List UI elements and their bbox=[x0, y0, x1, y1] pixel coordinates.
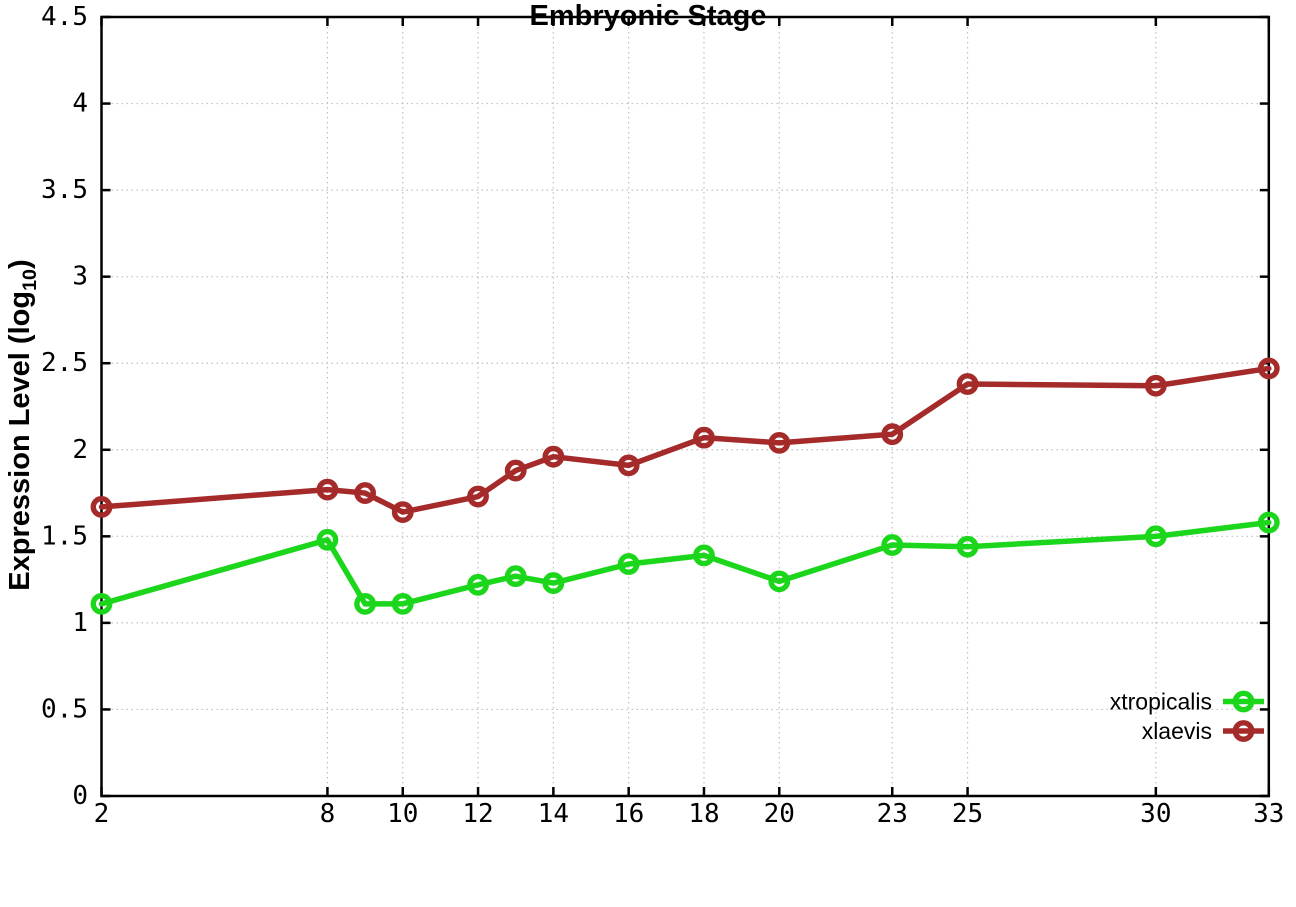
x-tick-label: 23 bbox=[877, 799, 908, 829]
data-point-xlaevis bbox=[1144, 374, 1167, 397]
y-axis-title: Expression Level (log10) bbox=[4, 175, 44, 675]
y-tick-label: 2.5 bbox=[41, 348, 88, 378]
legend-label-xtropicalis: xtropicalis bbox=[1110, 689, 1212, 715]
legend-label-xlaevis: xlaevis bbox=[1142, 718, 1212, 744]
x-tick-label: 10 bbox=[387, 799, 418, 829]
x-axis-title: Embryonic Stage bbox=[529, 0, 767, 32]
data-point-xtropicalis bbox=[768, 570, 791, 593]
plot-border bbox=[100, 15, 1271, 798]
y-tick-label: 4 bbox=[72, 89, 88, 119]
legend-sample-marker-xtropicalis bbox=[1232, 690, 1255, 713]
y-axis-title-suffix: ) bbox=[4, 259, 36, 269]
data-point-xlaevis bbox=[391, 501, 414, 523]
legend-sample-marker-xlaevis bbox=[1232, 720, 1255, 742]
series-line-xlaevis bbox=[98, 365, 1272, 515]
x-tick-label: 14 bbox=[538, 799, 569, 829]
y-tick-label: 0 bbox=[72, 781, 88, 811]
y-tick-label: 3 bbox=[72, 262, 88, 292]
y-tick-label: 0.5 bbox=[41, 694, 88, 724]
x-tick-label: 33 bbox=[1253, 799, 1284, 829]
x-tick-label: 2 bbox=[94, 799, 110, 829]
x-tick-label: 30 bbox=[1140, 799, 1171, 829]
y-tick-label: 1 bbox=[72, 608, 88, 638]
y-axis-title-subscript: 10 bbox=[18, 269, 41, 291]
data-point-xtropicalis bbox=[467, 573, 489, 596]
x-tick-label: 12 bbox=[462, 799, 493, 829]
y-tick-label: 4.5 bbox=[41, 2, 88, 32]
data-point-xlaevis bbox=[1257, 357, 1280, 380]
data-point-xlaevis bbox=[504, 459, 527, 482]
data-point-xtropicalis bbox=[1257, 511, 1280, 534]
y-tick-label: 3.5 bbox=[41, 175, 88, 205]
x-tick-label: 16 bbox=[613, 799, 644, 829]
data-point-xlaevis bbox=[693, 426, 715, 449]
data-point-xlaevis bbox=[768, 431, 791, 454]
y-tick-label: 2 bbox=[72, 435, 88, 465]
data-point-xtropicalis bbox=[617, 553, 640, 575]
x-tick-label: 8 bbox=[320, 799, 336, 829]
y-tick-label: 1.5 bbox=[41, 521, 88, 551]
data-point-xtropicalis bbox=[542, 572, 565, 594]
data-point-xtropicalis bbox=[881, 534, 904, 556]
data-point-xlaevis bbox=[467, 485, 489, 508]
data-point-xlaevis bbox=[956, 373, 979, 395]
data-point-xtropicalis bbox=[693, 544, 715, 567]
data-point-xlaevis bbox=[354, 482, 376, 504]
data-point-xlaevis bbox=[542, 445, 565, 468]
data-point-xlaevis bbox=[316, 478, 339, 501]
x-tick-label: 25 bbox=[952, 799, 983, 829]
x-tick-label: 18 bbox=[688, 799, 719, 829]
data-point-xtropicalis bbox=[504, 565, 527, 588]
data-point-xtropicalis bbox=[1144, 525, 1167, 548]
data-point-xtropicalis bbox=[354, 592, 376, 615]
data-point-xtropicalis bbox=[956, 535, 979, 558]
series-line-xtropicalis bbox=[98, 519, 1272, 607]
data-point-xtropicalis bbox=[391, 592, 414, 615]
x-tick-label: 20 bbox=[764, 799, 795, 829]
y-axis-title-prefix: Expression Level (log bbox=[4, 290, 36, 591]
data-point-xlaevis bbox=[881, 423, 904, 446]
data-point-xtropicalis bbox=[90, 592, 113, 615]
data-point-xlaevis bbox=[617, 454, 640, 477]
data-point-xlaevis bbox=[90, 496, 113, 518]
data-point-xtropicalis bbox=[316, 528, 339, 551]
